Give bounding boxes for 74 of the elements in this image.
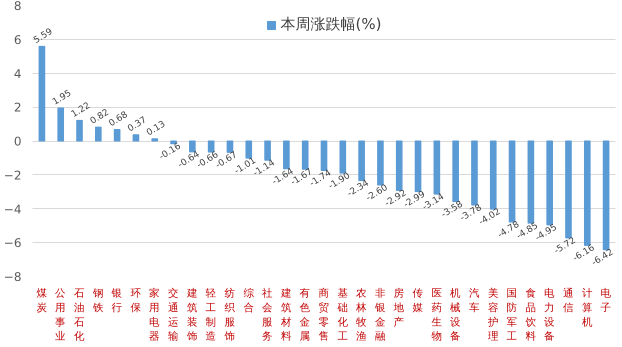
bar	[602, 140, 610, 250]
bar	[358, 140, 365, 182]
bar	[377, 140, 384, 186]
x-tick-label: 石油石化	[74, 288, 86, 343]
x-tick-label: 轻工制造	[206, 288, 217, 343]
legend-label: 本周涨跌幅(%)	[280, 15, 382, 34]
bar	[264, 140, 271, 161]
x-tick-label: 公用事业	[55, 288, 66, 343]
bar	[414, 140, 422, 192]
y-tick-label: 2	[14, 100, 22, 115]
x-tick-label: 社会服务	[262, 286, 274, 343]
y-tick-label: 8	[14, 0, 22, 13]
y-tick-label: 4	[14, 66, 22, 81]
bar	[320, 140, 328, 171]
x-tick-label: 农林牧渔	[355, 288, 368, 343]
bar	[565, 140, 572, 238]
bar	[528, 140, 534, 224]
bar	[151, 138, 158, 142]
bar	[434, 140, 440, 195]
x-tick-label: 交通运输	[168, 286, 180, 343]
x-tick-label: 纺织服饰	[223, 286, 236, 343]
x-tick-label: 美容护理	[486, 286, 499, 343]
bar	[584, 140, 591, 246]
bar	[57, 107, 64, 142]
x-tick-label: 通信	[562, 286, 574, 314]
bar	[283, 140, 290, 170]
x-tick-label: 房地产	[392, 286, 405, 328]
x-tick-label: 银行	[110, 288, 123, 314]
x-tick-label: 汽车	[468, 288, 480, 314]
bar	[471, 140, 478, 206]
text: 5.59	[32, 26, 55, 46]
x-tick-label: 传媒	[412, 288, 424, 314]
bar	[226, 140, 234, 153]
text: 0.13	[145, 119, 168, 138]
x-tick-label: 非银金融	[374, 286, 386, 343]
x-tick-label: 煤炭	[36, 288, 48, 314]
x-tick-label: 建筑材料	[280, 286, 292, 343]
y-tick-label: 6	[14, 32, 22, 47]
x-tick-label: 环保	[130, 288, 142, 314]
bar	[508, 140, 516, 222]
bar	[208, 140, 214, 153]
bar	[38, 46, 46, 142]
x-tick-label: 国防军工	[506, 288, 518, 343]
x-tick-label: 建筑装饰	[186, 286, 198, 343]
text: 1.95	[51, 88, 74, 108]
bar	[396, 140, 403, 191]
bar	[490, 140, 497, 210]
y-tick-label: −4	[4, 202, 22, 216]
y-tick-label: −6	[4, 236, 22, 250]
x-tick-label: 机械设备	[450, 288, 462, 343]
x-tick-label: 综合	[243, 286, 254, 314]
bar	[114, 128, 120, 142]
bar	[245, 140, 252, 159]
bar	[132, 134, 140, 142]
bar	[302, 140, 309, 170]
bar	[189, 140, 196, 152]
x-tick-label: 有色金属	[300, 288, 311, 343]
x-tick-label: 电力设备	[544, 286, 556, 343]
x-tick-label: 医药生物	[431, 288, 442, 343]
x-tick-label: 钢铁	[92, 288, 104, 314]
bar	[452, 140, 459, 202]
y-tick-label: −2	[4, 168, 22, 182]
x-tick-label: 商贸零售	[318, 286, 330, 343]
bar	[95, 126, 102, 142]
x-tick-label: 基础化工	[336, 286, 348, 343]
bar	[76, 120, 83, 142]
x-tick-label: 电子	[600, 286, 612, 314]
x-tick-label: 计算机	[582, 286, 593, 328]
bar	[339, 140, 346, 174]
x-tick-label: 家用电器	[149, 286, 160, 343]
y-tick-label: 0	[14, 134, 22, 148]
y-tick-label: −8	[4, 270, 22, 284]
x-tick-label: 食品饮料	[524, 288, 536, 343]
bar	[546, 140, 553, 226]
